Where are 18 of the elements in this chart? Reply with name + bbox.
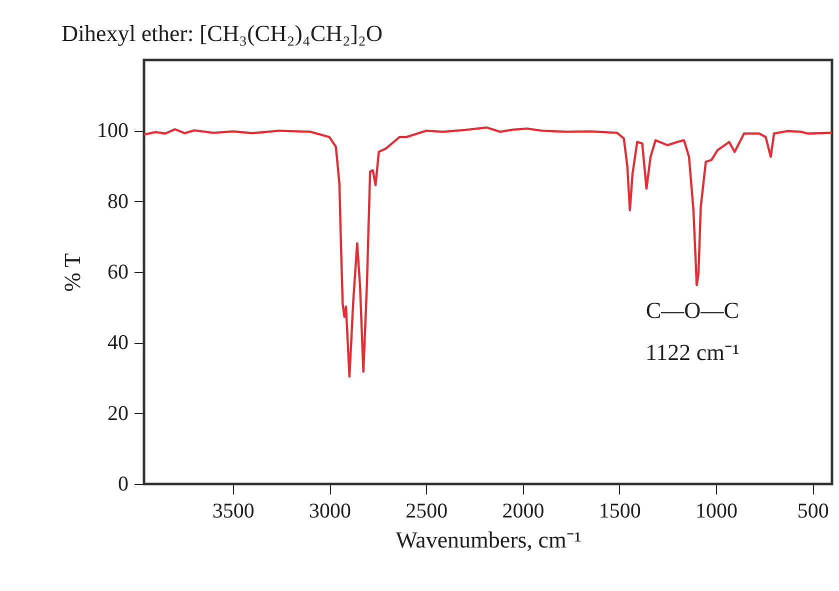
y-tick-label: 40 [108,330,128,354]
x-tick-label: 500 [797,498,829,522]
x-tick-label: 2000 [502,498,544,522]
line-series [144,126,832,378]
x-tick-label: 1500 [598,498,641,522]
y-tick-label: 20 [108,400,128,425]
chart-title: Dihexyl ether: [CH₃(CH₂)₄CH₂]₂O [62,21,383,46]
y-axis-title: % T [60,253,85,292]
x-axis-title: Wavenumbers, cm⁻¹ [396,528,582,552]
y-tick-label: 60 [108,260,128,284]
y-tick-label: 0 [118,472,128,496]
y-tick-label: 80 [108,188,128,213]
x-tick-label: 3000 [309,498,352,522]
x-tick-label: 2500 [406,498,448,522]
annotation: C—O—C 1122 cm⁻¹ [646,298,740,366]
x-tick-label: 3500 [212,498,254,522]
y-tick-label: 100 [97,118,128,142]
x-tick-label: 1000 [696,498,738,522]
